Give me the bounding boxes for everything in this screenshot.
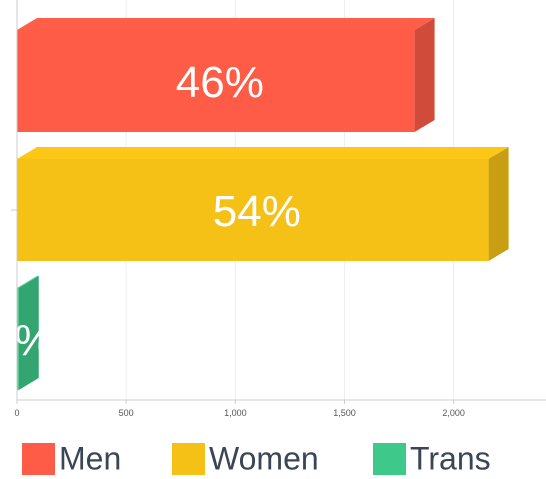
bar-top <box>17 147 509 159</box>
value-labels: 46% 54% 0% <box>0 58 301 365</box>
bar <box>17 288 19 390</box>
bar-side <box>488 147 509 261</box>
x-tick-label: 1,500 <box>333 408 356 418</box>
value-label: 54% <box>213 187 301 236</box>
legend-label: Women <box>209 440 319 476</box>
bars <box>17 18 509 390</box>
legend-swatch <box>22 443 55 475</box>
legend-label: Men <box>59 440 121 476</box>
bar-top <box>17 18 435 30</box>
bar-side <box>414 18 435 132</box>
bar <box>17 30 415 132</box>
x-tick-label: 0 <box>14 408 19 418</box>
x-axis-ticks: 0 500 1,000 1,500 2,000 <box>14 400 465 418</box>
bar-top <box>17 276 39 288</box>
x-tick-label: 1,000 <box>224 408 247 418</box>
value-label: 0% <box>0 316 54 365</box>
legend-swatch <box>373 443 406 475</box>
bar-side <box>18 276 39 390</box>
x-tick-label: 2,000 <box>442 408 465 418</box>
x-tick-label: 500 <box>119 408 134 418</box>
legend: Men Women Trans <box>22 440 491 476</box>
bar <box>17 159 489 261</box>
legend-label: Trans <box>410 440 491 476</box>
legend-swatch <box>172 443 205 475</box>
value-label: 46% <box>176 58 264 107</box>
